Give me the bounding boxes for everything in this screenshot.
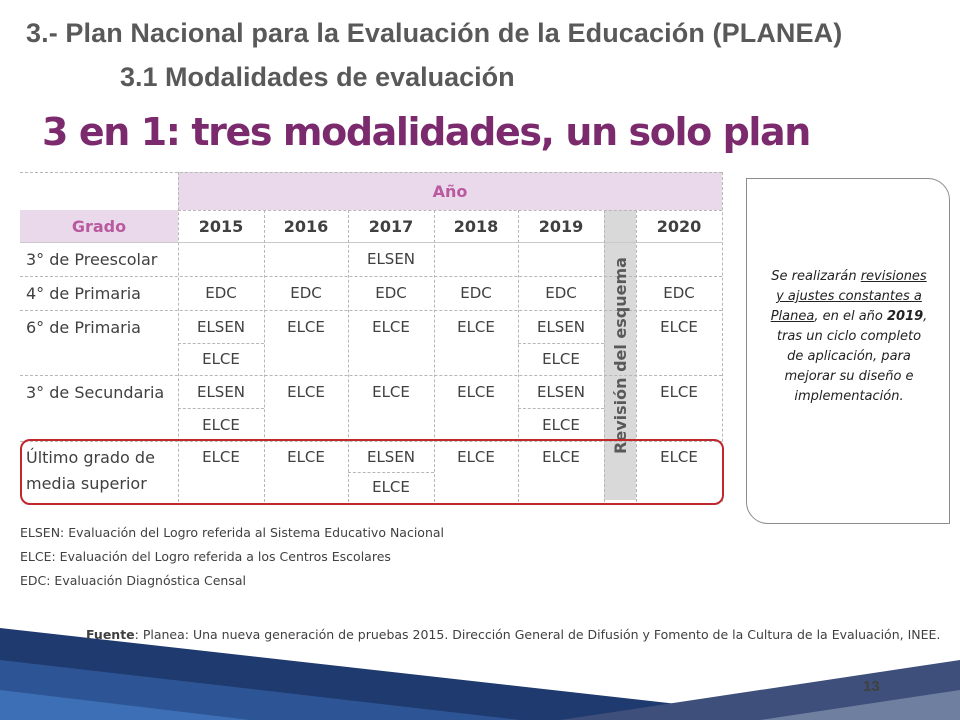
note-panel: Se realizarán revisiones y ajustes const… [746, 178, 950, 524]
cell-primaria6-2019: ELSEN [536, 317, 586, 336]
cell-secundaria-2018: ELCE [457, 382, 495, 401]
cell-primaria6-2018: ELCE [457, 317, 495, 336]
revision-bar [604, 210, 636, 500]
cell-secundaria-2015-b: ELCE [202, 415, 240, 434]
note-text: Se realizarán revisiones y ajustes const… [770, 269, 928, 404]
cell-media-2019: ELCE [542, 447, 580, 466]
year-2016: 2016 [283, 216, 329, 236]
cell-primaria6-2019-b: ELCE [542, 350, 580, 368]
cell-primaria6-2020: ELCE [660, 317, 698, 336]
grade-preescolar: 3° de Preescolar [26, 249, 158, 269]
cell-primaria6-2015: ELSEN [196, 317, 246, 336]
page-subtitle: 3.1 Modalidades de evaluación [120, 62, 515, 92]
cell-primaria4-2015: EDC [205, 284, 237, 302]
cell-primaria6-2015-b: ELCE [202, 350, 240, 368]
cell-secundaria-2016: ELCE [287, 382, 325, 401]
cell-secundaria-2015: ELSEN [196, 382, 246, 401]
cell-primaria4-2018: EDC [460, 284, 492, 302]
cell-primaria4-2017: EDC [375, 284, 407, 302]
year-2018: 2018 [453, 216, 499, 236]
cell-media-2017: ELSEN [366, 447, 416, 466]
highlight-box [20, 439, 724, 505]
cell-secundaria-2017: ELCE [372, 382, 410, 401]
cell-primaria6-2017: ELCE [372, 317, 410, 336]
legend-elsen: ELSEN: Evaluación del Logro referida al … [20, 525, 445, 540]
cell-media-2018: ELCE [457, 447, 495, 466]
cell-media-2015: ELCE [202, 447, 240, 466]
cell-media-2016: ELCE [287, 447, 325, 466]
year-2019: 2019 [538, 216, 584, 236]
grade-primaria-4: 4° de Primaria [26, 283, 141, 303]
cell-media-2017-b: ELCE [372, 478, 410, 496]
cell-primaria6-2016: ELCE [287, 317, 325, 336]
source-note: Fuente: Planea: Una nueva generación de … [86, 627, 941, 642]
page-number: 13 [863, 678, 880, 695]
cell-media-2020: ELCE [660, 447, 698, 466]
grade-media-superior: Último grado de media superior [26, 448, 155, 493]
cell-secundaria-2019-b: ELCE [542, 415, 580, 434]
cell-primaria4-2020: EDC [663, 284, 695, 302]
acronym-legend: ELSEN: Evaluación del Logro referida al … [20, 521, 444, 593]
year-header: Año [432, 181, 468, 201]
page-title: 3.- Plan Nacional para la Evaluación de … [26, 18, 843, 48]
grade-primaria-6: 6° de Primaria [26, 317, 141, 337]
cell-secundaria-2020: ELCE [660, 382, 698, 401]
grade-header: Grado [71, 216, 127, 236]
year-2017: 2017 [368, 216, 414, 236]
year-2015: 2015 [198, 216, 244, 236]
cell-primaria4-2019: EDC [545, 284, 577, 302]
legend-edc: EDC: Evaluación Diagnóstica Censal [20, 573, 246, 588]
legend-elce: ELCE: Evaluación del Logro referida a lo… [20, 549, 391, 564]
cell-preescolar-2017: ELSEN [366, 250, 416, 268]
year-2020: 2020 [656, 216, 702, 236]
cell-secundaria-2019: ELSEN [536, 382, 586, 401]
cell-primaria4-2016: EDC [290, 284, 322, 302]
evaluation-table: Año Grado 2015 2016 2017 2018 2019 2020 … [20, 172, 724, 505]
grade-secundaria: 3° de Secundaria [26, 382, 165, 402]
headline: 3 en 1: tres modalidades, un solo plan [42, 110, 811, 154]
